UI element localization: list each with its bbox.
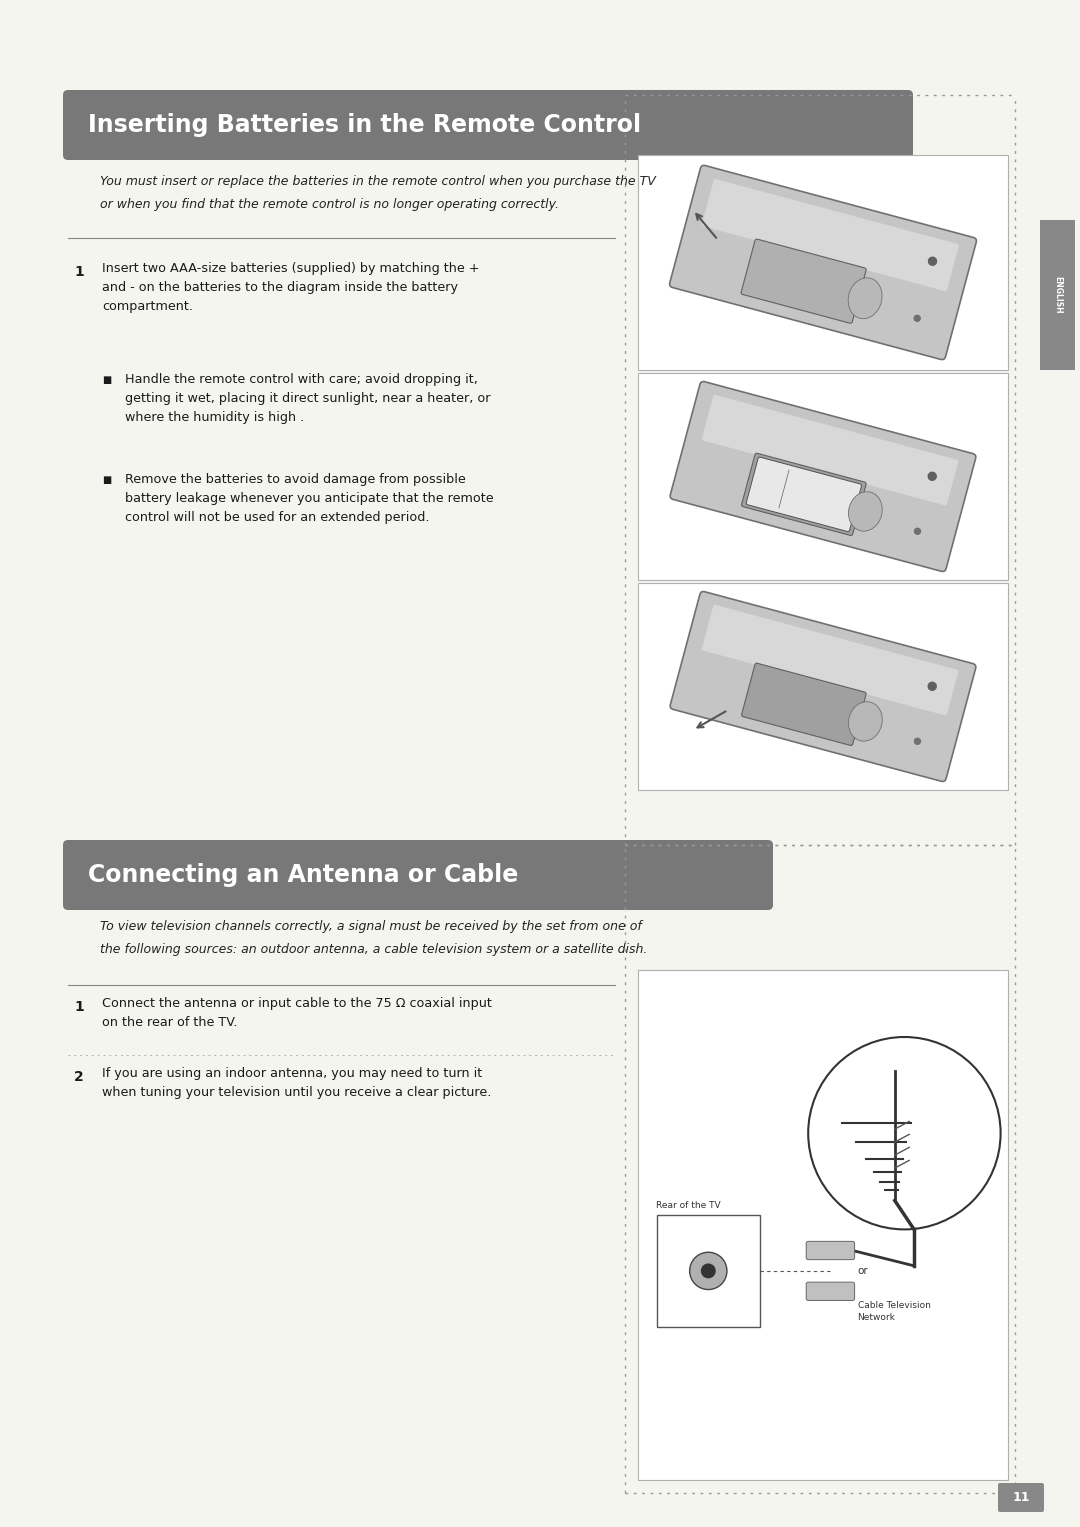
Text: 1: 1 bbox=[75, 266, 84, 279]
Circle shape bbox=[915, 738, 920, 744]
FancyBboxPatch shape bbox=[63, 840, 773, 910]
FancyBboxPatch shape bbox=[638, 373, 1008, 580]
Text: 11: 11 bbox=[1012, 1490, 1029, 1504]
FancyBboxPatch shape bbox=[998, 1483, 1044, 1512]
Text: To view television channels correctly, a signal must be received by the set from: To view television channels correctly, a… bbox=[100, 919, 642, 933]
Text: the following sources: an outdoor antenna, a cable television system or a satell: the following sources: an outdoor antenn… bbox=[100, 944, 647, 956]
FancyBboxPatch shape bbox=[702, 179, 959, 292]
Text: Connect the antenna or input cable to the 75 Ω coaxial input
on the rear of the : Connect the antenna or input cable to th… bbox=[102, 997, 491, 1029]
FancyBboxPatch shape bbox=[671, 591, 976, 782]
Text: or when you find that the remote control is no longer operating correctly.: or when you find that the remote control… bbox=[100, 199, 559, 211]
Text: 1: 1 bbox=[75, 1000, 84, 1014]
Text: Rear of the TV: Rear of the TV bbox=[657, 1200, 721, 1209]
Text: Connecting an Antenna or Cable: Connecting an Antenna or Cable bbox=[87, 863, 518, 887]
FancyBboxPatch shape bbox=[806, 1241, 854, 1260]
FancyBboxPatch shape bbox=[741, 240, 866, 324]
Text: Inserting Batteries in the Remote Control: Inserting Batteries in the Remote Contro… bbox=[87, 113, 642, 137]
Circle shape bbox=[928, 472, 936, 481]
FancyBboxPatch shape bbox=[638, 583, 1008, 789]
Ellipse shape bbox=[849, 702, 882, 741]
Text: Insert two AAA-size batteries (supplied) by matching the +
and - on the batterie: Insert two AAA-size batteries (supplied)… bbox=[102, 263, 480, 313]
FancyBboxPatch shape bbox=[638, 156, 1008, 370]
FancyBboxPatch shape bbox=[1040, 220, 1075, 370]
Text: 2: 2 bbox=[75, 1070, 84, 1084]
Text: ■: ■ bbox=[102, 376, 111, 385]
FancyBboxPatch shape bbox=[638, 970, 1008, 1480]
FancyBboxPatch shape bbox=[746, 457, 862, 531]
Circle shape bbox=[915, 528, 920, 534]
Text: Remove the batteries to avoid damage from possible
battery leakage whenever you : Remove the batteries to avoid damage fro… bbox=[125, 473, 494, 524]
Circle shape bbox=[928, 683, 936, 690]
FancyBboxPatch shape bbox=[702, 395, 958, 505]
Text: or: or bbox=[858, 1266, 868, 1277]
Circle shape bbox=[929, 257, 936, 266]
Circle shape bbox=[701, 1263, 716, 1278]
FancyBboxPatch shape bbox=[806, 1283, 854, 1301]
Circle shape bbox=[808, 1037, 1000, 1229]
Text: Cable Television
Network: Cable Television Network bbox=[858, 1301, 931, 1321]
Circle shape bbox=[914, 316, 920, 321]
Ellipse shape bbox=[849, 492, 882, 531]
Text: Handle the remote control with care; avoid dropping it,
getting it wet, placing : Handle the remote control with care; avo… bbox=[125, 373, 490, 425]
Text: You must insert or replace the batteries in the remote control when you purchase: You must insert or replace the batteries… bbox=[100, 176, 656, 188]
FancyBboxPatch shape bbox=[657, 1215, 760, 1327]
FancyBboxPatch shape bbox=[670, 165, 976, 359]
FancyBboxPatch shape bbox=[63, 90, 913, 160]
Circle shape bbox=[690, 1252, 727, 1289]
FancyBboxPatch shape bbox=[742, 454, 866, 536]
FancyBboxPatch shape bbox=[671, 382, 976, 571]
Text: If you are using an indoor antenna, you may need to turn it
when tuning your tel: If you are using an indoor antenna, you … bbox=[102, 1067, 491, 1099]
FancyBboxPatch shape bbox=[742, 663, 866, 745]
Text: ■: ■ bbox=[102, 475, 111, 486]
Text: ENGLISH: ENGLISH bbox=[1053, 276, 1062, 315]
FancyBboxPatch shape bbox=[702, 605, 958, 715]
Ellipse shape bbox=[848, 278, 882, 319]
